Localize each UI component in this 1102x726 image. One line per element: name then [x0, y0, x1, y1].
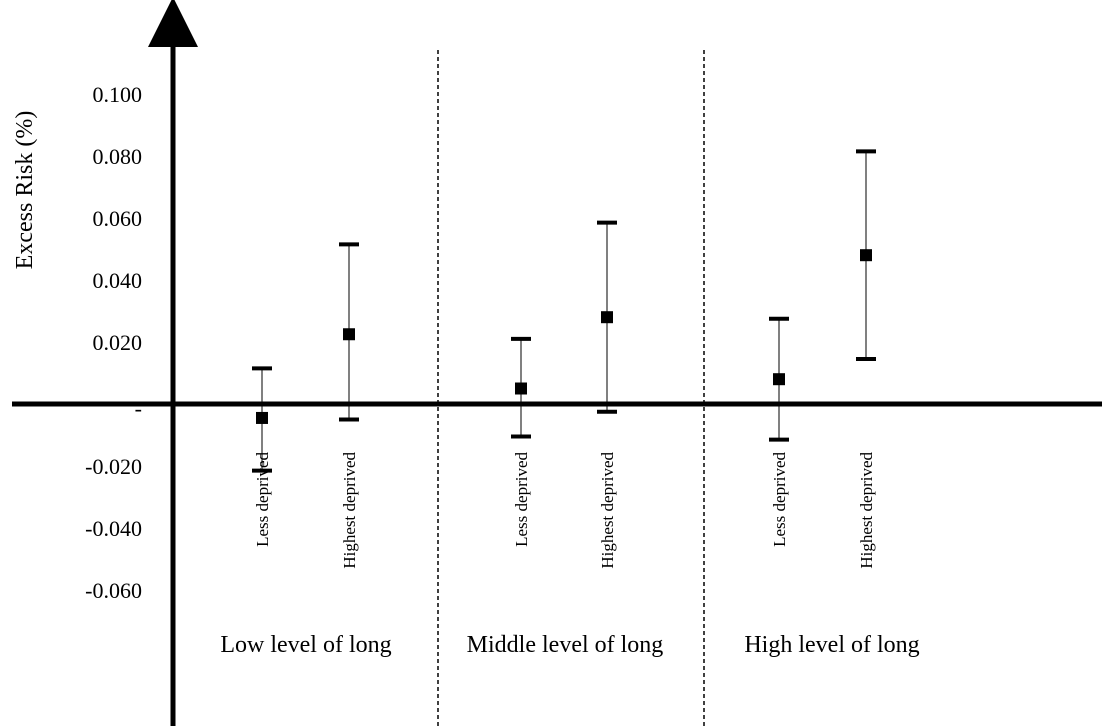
y-axis-label: Excess Risk (%) [12, 111, 38, 270]
data-marks [252, 149, 876, 473]
y-tick-label: -0.040 [85, 516, 142, 541]
estimate-point [256, 411, 268, 424]
axes [12, 0, 1102, 726]
group-labels: Low level of long Middle level of long Hig… [220, 632, 919, 658]
category-label: Less deprived [253, 452, 272, 547]
group-label: Low level of long [220, 632, 391, 658]
estimate-point [601, 311, 613, 324]
estimate-point [773, 373, 785, 386]
category-label: Highest deprived [340, 452, 359, 569]
y-tick-label: -0.020 [85, 454, 142, 479]
y-tick-label: 0.020 [93, 330, 143, 355]
estimate-point [343, 328, 355, 341]
y-tick-label: 0.060 [93, 206, 143, 231]
group-separators [437, 50, 705, 726]
estimate-point [860, 249, 872, 262]
estimate-point [515, 382, 527, 395]
y-tick-label: 0.040 [93, 268, 143, 293]
category-label: Highest deprived [857, 452, 876, 569]
category-label: Less deprived [770, 452, 789, 547]
group-label: High level of long [744, 632, 919, 658]
group-label: Middle level of long [467, 632, 664, 658]
y-tick-label: -0.060 [85, 578, 142, 603]
y-tick-label: - [135, 396, 142, 421]
y-tick-label: 0.080 [93, 144, 143, 169]
y-tick-label: 0.100 [93, 82, 143, 107]
y-tick-labels: 0.100 0.080 0.060 0.040 0.020 - -0.020 -0.040 -0… [85, 82, 142, 603]
category-labels: Less deprived Highest deprived Less depriv… [253, 452, 876, 569]
category-label: Less deprived [512, 452, 531, 547]
category-label: Highest deprived [598, 452, 617, 569]
